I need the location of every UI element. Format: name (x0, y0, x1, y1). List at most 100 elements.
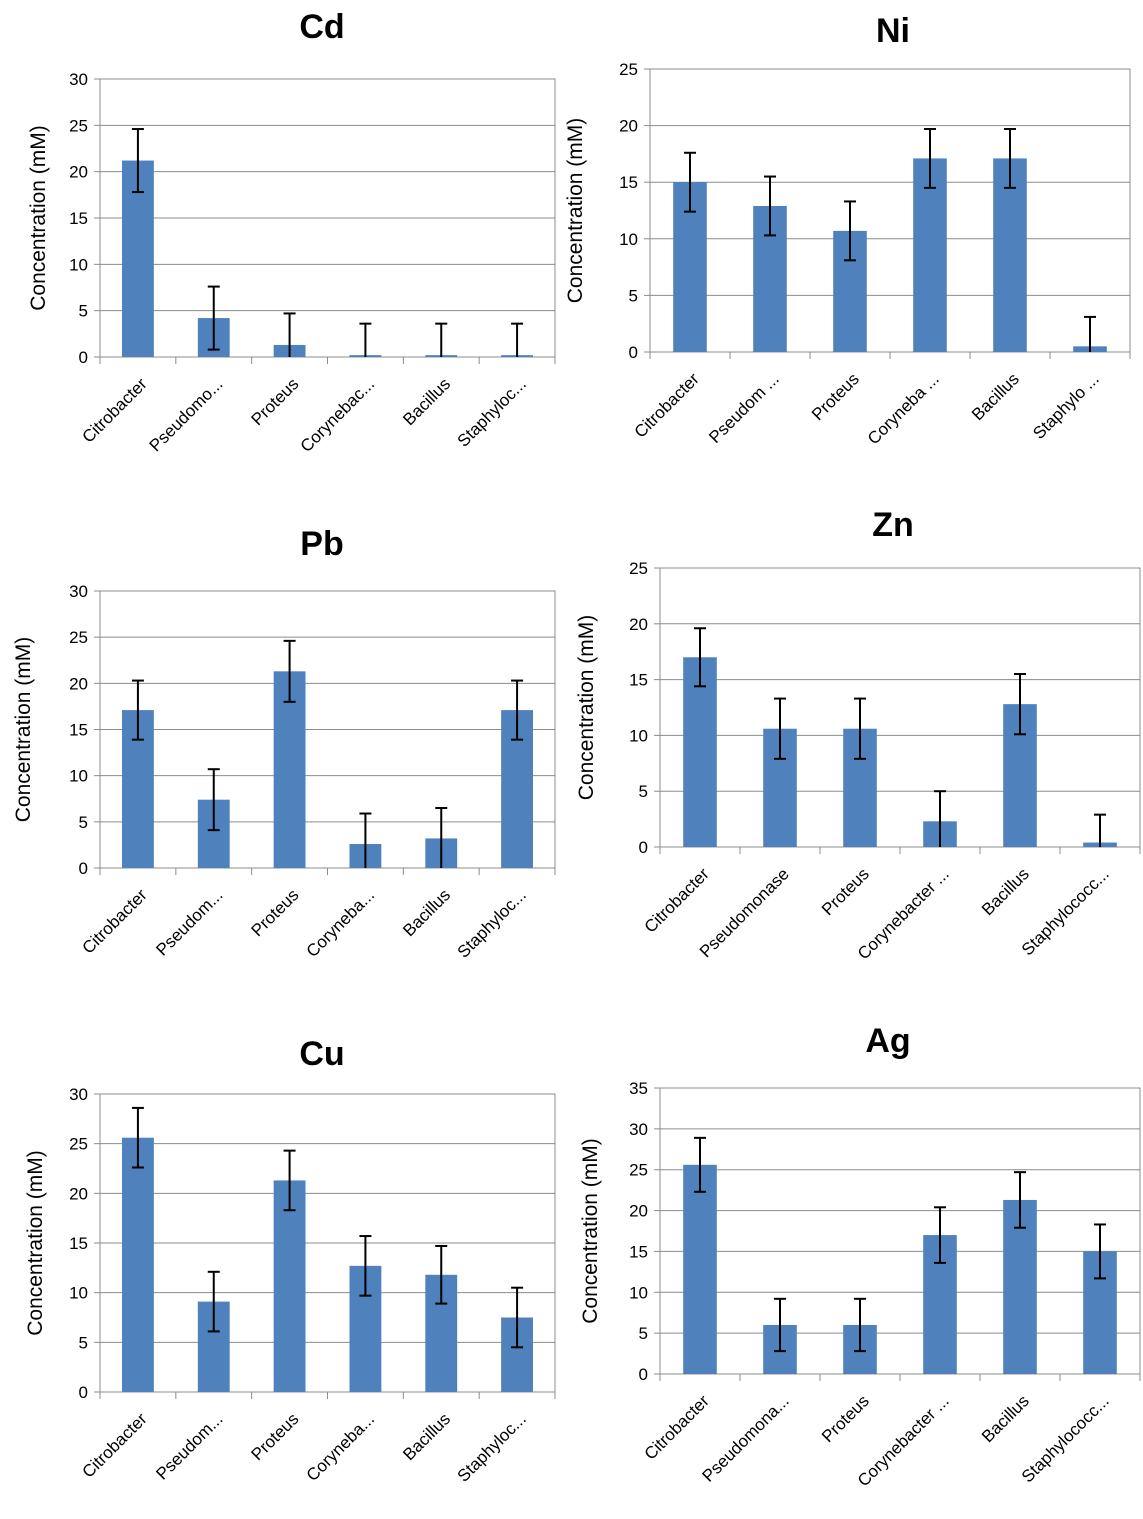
x-tick-label: Pseudom ... (705, 369, 783, 447)
chart-panel-cu: 0 5 10 15 20 25 30 Citrobacter Pseudom... Proteus… (24, 1035, 556, 1486)
x-tick-label: Citrobacter (631, 369, 703, 441)
y-tick-label: 25 (69, 116, 88, 135)
bar (993, 158, 1027, 352)
plot-frame (649, 68, 1131, 353)
x-tick-label: Proteus (808, 369, 863, 424)
y-tick-label: 20 (619, 117, 638, 136)
chart-panel-pb: 0 5 10 15 20 25 30 Citrobacter Pseudom... Proteus… (12, 525, 556, 962)
y-tick-label: 20 (69, 674, 88, 693)
x-tick-label: Coryneba ... (864, 369, 943, 448)
y-tick-label: 0 (639, 1365, 648, 1384)
bar (273, 671, 306, 868)
y-tick-label: 5 (629, 286, 638, 305)
bar (273, 1180, 306, 1392)
x-tick-label: Staphylococc... (1018, 864, 1113, 959)
bar (683, 1164, 717, 1374)
y-tick-label: 20 (69, 163, 88, 182)
x-tick-label: Staphyloc... (454, 1409, 530, 1485)
y-axis-label: Concentration (mM) (579, 1138, 602, 1324)
x-tick-label: Staphyloc... (454, 374, 530, 450)
y-tick-label: 15 (629, 1242, 648, 1261)
y-tick-label: 5 (639, 782, 648, 801)
y-tick-label: 20 (629, 1202, 648, 1221)
y-tick-label: 30 (629, 1120, 648, 1139)
x-tick-label: Pseudomo... (146, 374, 227, 455)
x-tick-label: Staphylo ... (1029, 369, 1103, 443)
y-tick-label: 0 (79, 348, 88, 367)
x-tick-label: Bacillus (978, 864, 1033, 919)
y-tick-label: 10 (69, 767, 88, 786)
y-tick-label: 0 (79, 859, 88, 878)
x-tick-label: Pseudom... (152, 885, 226, 959)
x-tick-label: Staphyloc... (454, 885, 530, 961)
y-tick-label: 15 (619, 173, 638, 192)
x-tick-label: Citrobacter (79, 885, 151, 957)
y-axis-label: Concentration (mM) (24, 1150, 47, 1336)
y-tick-label: 15 (69, 209, 88, 228)
x-tick-label: Coryneba... (303, 885, 379, 961)
x-tick-label: Bacillus (968, 369, 1023, 424)
y-tick-label: 35 (629, 1079, 648, 1098)
y-tick-label: 30 (69, 1085, 88, 1104)
x-tick-label: Bacillus (978, 1391, 1033, 1446)
x-tick-label: Citrobacter (641, 864, 713, 936)
y-tick-label: 30 (69, 582, 88, 601)
y-tick-label: 10 (69, 255, 88, 274)
y-tick-label: 30 (69, 70, 88, 89)
bar (913, 158, 947, 352)
y-tick-label: 5 (79, 813, 88, 832)
y-tick-label: 5 (79, 1333, 88, 1352)
y-tick-label: 25 (629, 1161, 648, 1180)
chart-title: Ag (865, 1022, 910, 1060)
y-tick-label: 25 (69, 628, 88, 647)
y-tick-label: 10 (69, 1284, 88, 1303)
x-tick-label: Pseudom... (152, 1409, 226, 1483)
x-tick-label: Citrobacter (79, 1409, 151, 1481)
chart-title: Zn (872, 506, 914, 544)
chart-title: Cu (299, 1035, 344, 1073)
bar (683, 657, 717, 847)
x-tick-label: Pseudomona... (699, 1391, 793, 1485)
x-tick-label: Proteus (248, 1409, 303, 1464)
x-tick-label: Staphylococc... (1018, 1391, 1113, 1486)
y-tick-label: 10 (619, 230, 638, 249)
x-tick-label: Bacillus (399, 885, 454, 940)
y-tick-label: 5 (79, 302, 88, 321)
x-tick-label: Coryneba... (303, 1409, 379, 1485)
y-tick-label: 20 (69, 1184, 88, 1203)
chart-title: Cd (299, 8, 344, 46)
y-tick-label: 0 (639, 838, 648, 857)
y-tick-label: 15 (69, 721, 88, 740)
x-tick-label: Bacillus (399, 374, 454, 429)
y-tick-label: 25 (69, 1135, 88, 1154)
bar (1003, 1199, 1037, 1374)
y-axis-label: Concentration (mM) (564, 118, 587, 304)
y-tick-label: 15 (69, 1234, 88, 1253)
y-tick-label: 5 (639, 1324, 648, 1343)
y-axis-label: Concentration (mM) (27, 125, 50, 311)
y-tick-label: 10 (629, 726, 648, 745)
x-tick-label: Citrobacter (641, 1391, 713, 1463)
x-tick-label: Proteus (248, 885, 303, 940)
chart-title: Pb (300, 525, 343, 563)
plot-frame (659, 567, 1141, 848)
x-tick-label: Proteus (248, 374, 303, 429)
plot-frame (659, 1087, 1141, 1375)
y-tick-label: 0 (629, 343, 638, 362)
y-tick-label: 25 (619, 60, 638, 79)
y-tick-label: 20 (629, 615, 648, 634)
y-tick-label: 0 (79, 1383, 88, 1402)
x-tick-label: Bacillus (399, 1409, 454, 1464)
x-tick-label: Proteus (818, 864, 873, 919)
y-axis-label: Concentration (mM) (575, 615, 598, 801)
bar (121, 160, 154, 357)
y-tick-label: 15 (629, 671, 648, 690)
x-tick-label: Proteus (818, 1391, 873, 1446)
x-tick-label: Citrobacter (79, 374, 151, 446)
